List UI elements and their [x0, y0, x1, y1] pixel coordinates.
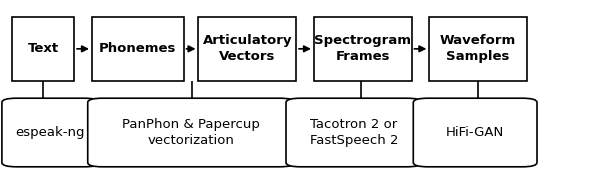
Text: Waveform
Samples: Waveform Samples — [440, 34, 516, 63]
FancyBboxPatch shape — [2, 98, 99, 167]
FancyBboxPatch shape — [12, 17, 74, 81]
Text: HiFi-GAN: HiFi-GAN — [446, 126, 504, 139]
Text: Articulatory
Vectors: Articulatory Vectors — [202, 34, 292, 63]
Text: Text: Text — [27, 42, 59, 55]
FancyBboxPatch shape — [88, 98, 294, 167]
FancyBboxPatch shape — [413, 98, 537, 167]
FancyBboxPatch shape — [198, 17, 296, 81]
Text: Tacotron 2 or
FastSpeech 2: Tacotron 2 or FastSpeech 2 — [309, 118, 398, 147]
Text: Phonemes: Phonemes — [99, 42, 176, 55]
FancyBboxPatch shape — [92, 17, 184, 81]
Text: Spectrogram
Frames: Spectrogram Frames — [314, 34, 411, 63]
FancyBboxPatch shape — [286, 98, 422, 167]
Text: PanPhon & Papercup
vectorization: PanPhon & Papercup vectorization — [122, 118, 260, 147]
FancyBboxPatch shape — [429, 17, 527, 81]
FancyBboxPatch shape — [314, 17, 411, 81]
Text: espeak-ng: espeak-ng — [16, 126, 85, 139]
